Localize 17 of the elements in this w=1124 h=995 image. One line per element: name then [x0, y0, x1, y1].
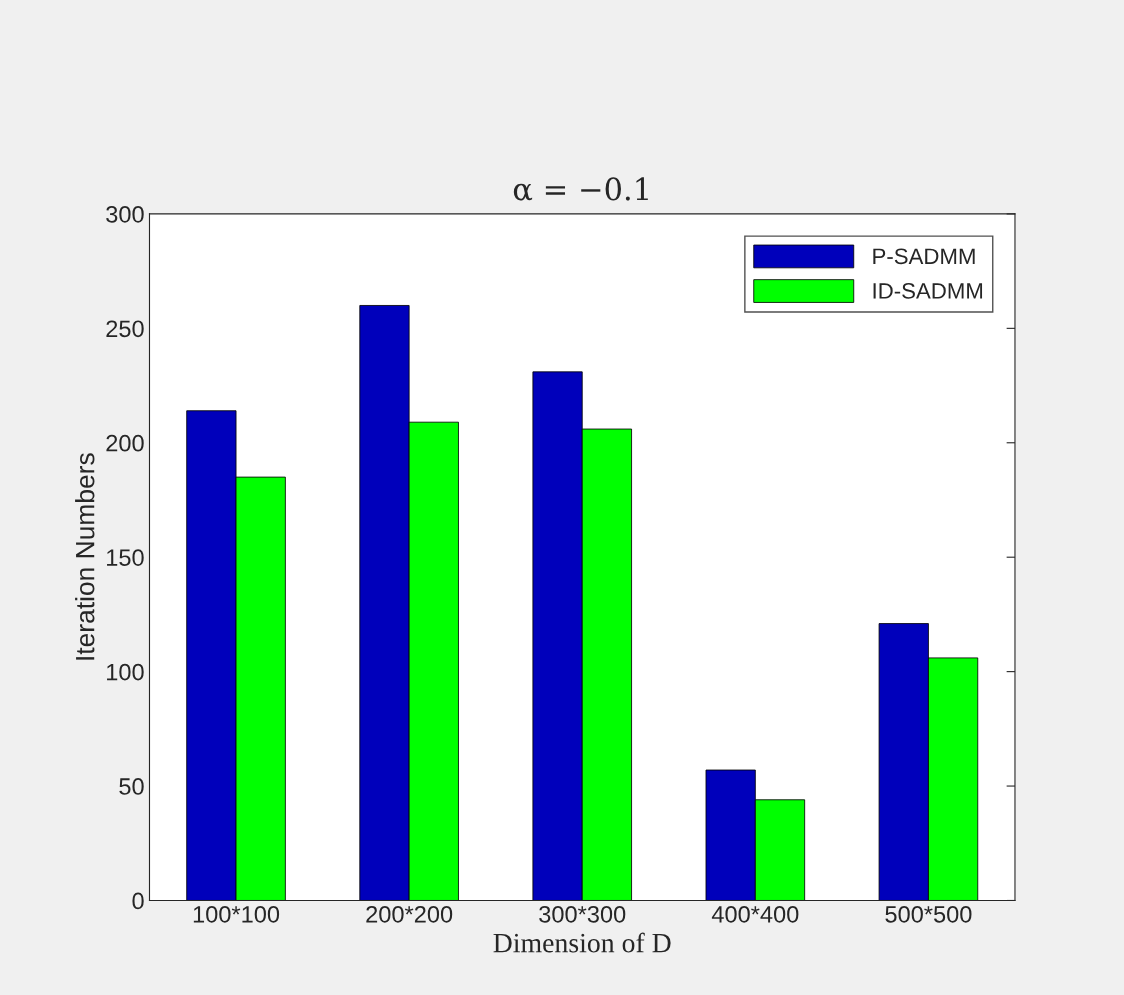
x-axis-title: Dimension of D	[493, 932, 671, 953]
y-axis-title: Iteration Numbers	[75, 453, 95, 660]
y-tick-label: 300	[106, 205, 144, 223]
legend-label: ID-SADMM	[873, 283, 983, 299]
chart-title: α = −0.1	[513, 177, 648, 201]
x-tick-label: 100*100	[193, 905, 280, 923]
x-tick-label: 400*400	[711, 905, 799, 923]
y-tick-label: 50	[119, 778, 144, 795]
x-tick-label: 200*200	[366, 905, 453, 923]
y-tick-label: 100	[107, 663, 144, 681]
y-tick-label: 200	[106, 434, 144, 452]
y-tick-label: 150	[107, 549, 144, 566]
x-tick-label: 500*500	[885, 905, 972, 923]
y-tick-label: 250	[106, 320, 144, 338]
y-tick-label: 0	[132, 892, 144, 910]
x-tick-label: 300*300	[539, 905, 626, 923]
legend-label: P-SADMM	[873, 248, 975, 265]
